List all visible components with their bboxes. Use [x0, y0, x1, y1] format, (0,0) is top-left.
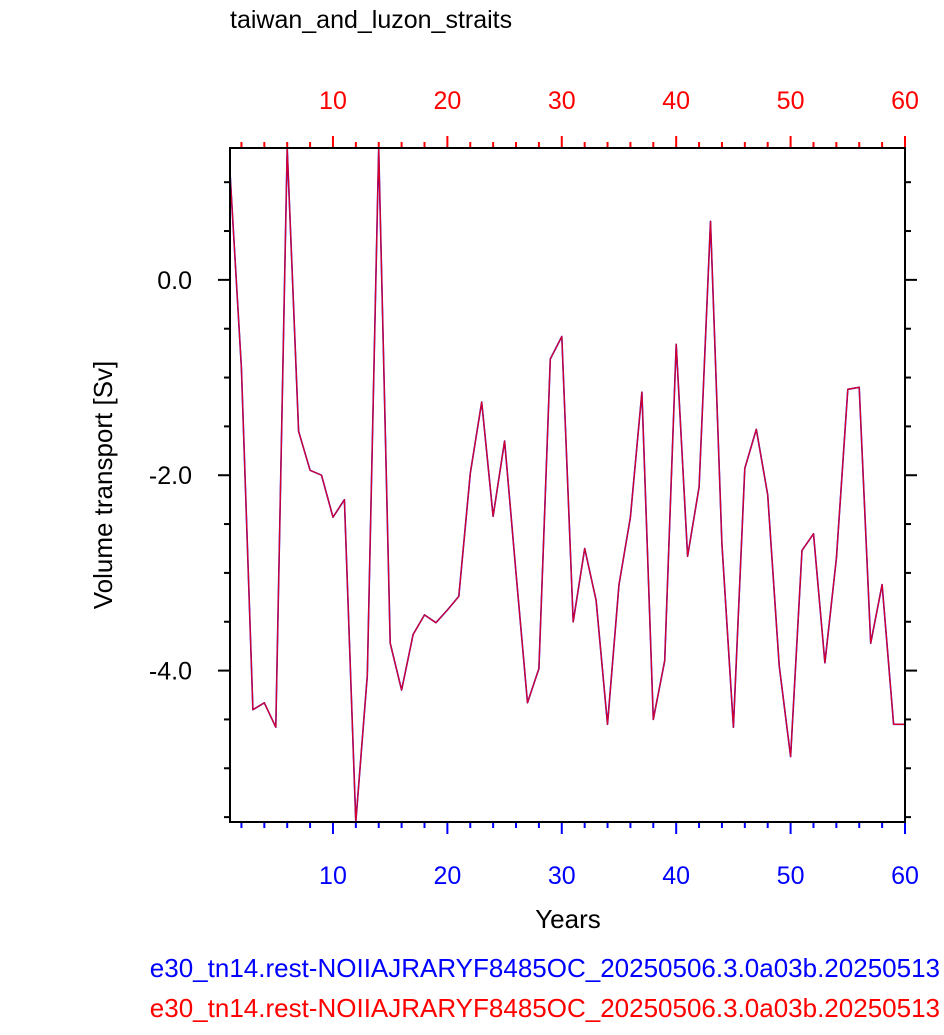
y-tick-label: -2.0: [149, 462, 192, 490]
x-tick-label-top: 40: [662, 87, 690, 115]
x-tick-label-bottom: 10: [319, 862, 347, 890]
x-tick-label-bottom: 40: [662, 862, 690, 890]
x-axis-label: Years: [535, 904, 601, 934]
legend-entry-red: e30_tn14.rest-NOIIAJRARYF8485OC_20250506…: [149, 993, 940, 1023]
x-tick-label-bottom: 20: [433, 862, 461, 890]
x-tick-label-bottom: 60: [891, 862, 919, 890]
legend-entry-blue: e30_tn14.rest-NOIIAJRARYF8485OC_20250506…: [149, 953, 940, 983]
series-line-red: [229, 147, 905, 823]
x-tick-label-top: 50: [777, 87, 805, 115]
x-tick-label-bottom: 30: [548, 862, 576, 890]
chart-title: taiwan_and_luzon_straits: [230, 6, 512, 34]
x-tick-label-top: 30: [548, 87, 576, 115]
y-tick-label: 0.0: [157, 267, 192, 295]
plot-frame: [229, 147, 906, 823]
y-tick-label: -4.0: [149, 658, 192, 686]
x-tick-label-top: 10: [319, 87, 347, 115]
x-tick-label-bottom: 50: [777, 862, 805, 890]
y-axis-label: Volume transport [Sv]: [88, 361, 118, 610]
x-tick-label-top: 60: [891, 87, 919, 115]
x-tick-label-top: 20: [433, 87, 461, 115]
